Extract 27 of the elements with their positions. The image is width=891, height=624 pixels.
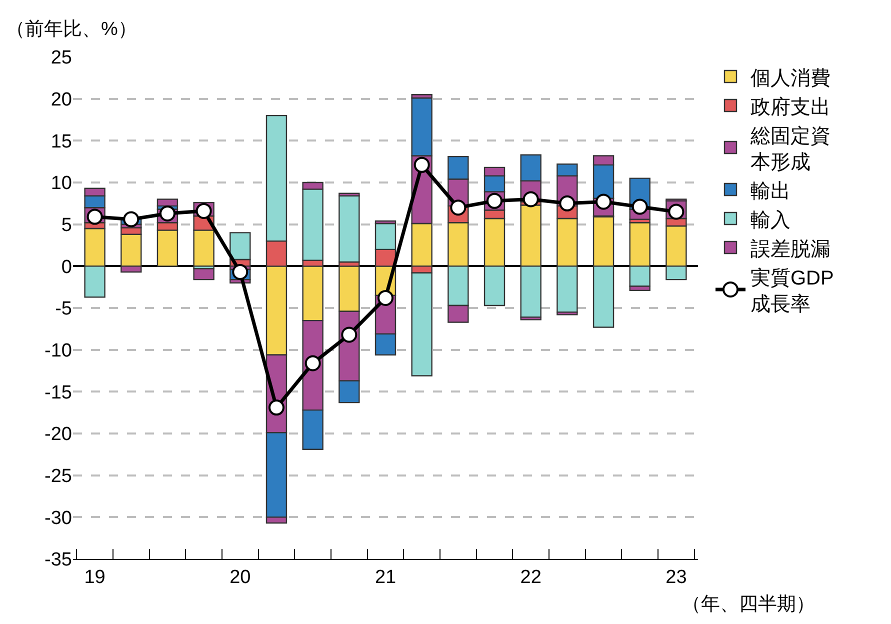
y-tick-label: 5 bbox=[61, 214, 72, 236]
y-tick-label: -25 bbox=[44, 466, 72, 487]
y-tick-label: 10 bbox=[50, 173, 72, 194]
y-axis-title: （前年比、%） bbox=[6, 19, 137, 40]
x-tick-label: 22 bbox=[520, 566, 542, 588]
y-tick-label: -5 bbox=[55, 298, 72, 320]
y-tick-label: 15 bbox=[50, 131, 72, 152]
x-tick-label: 20 bbox=[230, 566, 251, 588]
legend-label: 誤差脱漏 bbox=[750, 238, 830, 260]
y-tick-label: -20 bbox=[44, 424, 72, 446]
y-tick-label: -15 bbox=[44, 382, 72, 404]
x-tick-label: 21 bbox=[374, 566, 396, 588]
y-tick-label: 20 bbox=[50, 89, 72, 110]
legend-label: 輸入 bbox=[750, 209, 790, 232]
legend-label: 政府支出 bbox=[750, 96, 830, 118]
x-axis-title: （年、四半期） bbox=[682, 594, 815, 615]
y-tick-label: 25 bbox=[50, 48, 72, 69]
y-tick-label: -35 bbox=[44, 550, 72, 571]
x-tick-label: 19 bbox=[84, 566, 106, 588]
legend-label: 個人消費 bbox=[750, 67, 830, 90]
x-tick-label: 23 bbox=[666, 566, 687, 588]
y-tick-label: -30 bbox=[44, 508, 72, 529]
y-tick-label: 0 bbox=[61, 256, 72, 278]
legend-label: 輸出 bbox=[750, 180, 790, 202]
legend-label: 総固定資本形成 bbox=[750, 125, 830, 174]
legend-label: 実質GDP成長率 bbox=[750, 266, 834, 316]
y-tick-label: -10 bbox=[44, 340, 72, 362]
